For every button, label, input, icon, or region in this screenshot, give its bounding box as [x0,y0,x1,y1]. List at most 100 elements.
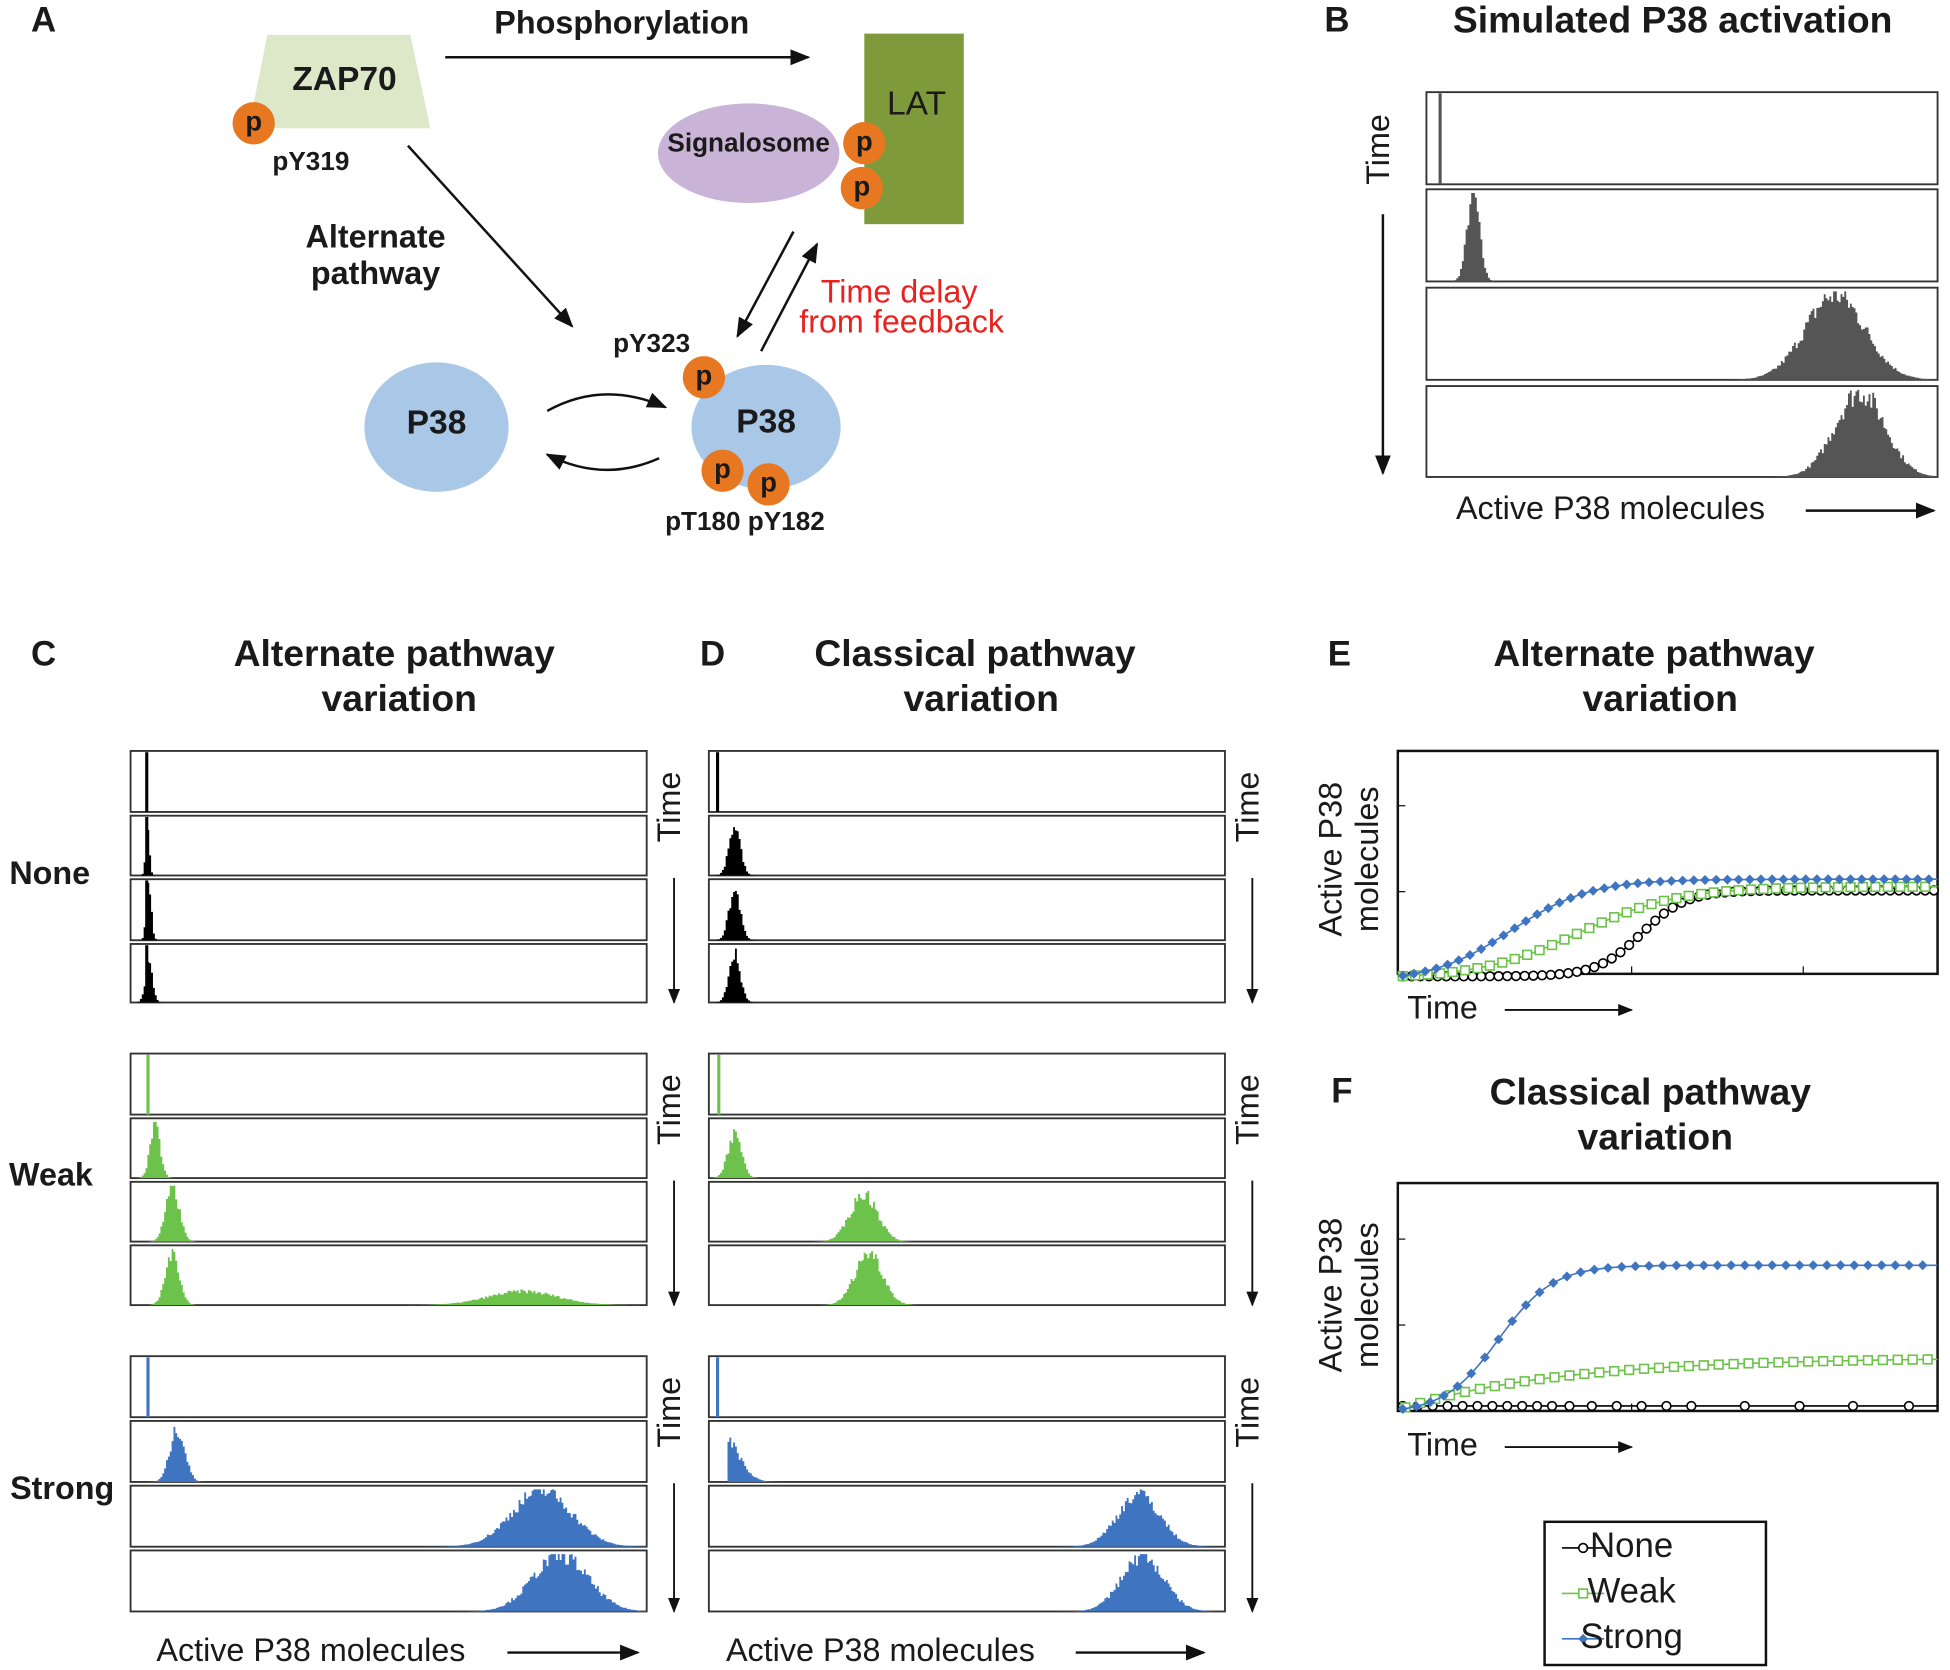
histogram-frame [707,814,1226,877]
axis-label: Time [1229,1377,1265,1448]
marker [1584,922,1595,934]
marker [1743,1358,1754,1369]
label: P38 [407,405,467,442]
marker [1509,953,1520,965]
histogram [130,1489,648,1547]
axis-label: Active P38 molecules [156,1632,465,1668]
marker [1543,903,1554,914]
marker [1531,1400,1543,1412]
marker [1907,1354,1918,1365]
marker [1442,959,1453,970]
histogram-frame [707,1419,1226,1483]
marker [1554,969,1565,980]
marker [1534,1287,1545,1298]
marker [1411,1401,1422,1412]
label: pY323 [613,328,690,358]
marker [1487,1400,1498,1412]
marker [1474,1383,1486,1395]
marker [1671,892,1682,904]
histogram-frame [707,878,1226,942]
curve [1400,1264,1938,1411]
label: Alternate [306,219,446,255]
axis-label: Time [1229,1074,1265,1145]
marker [1817,1356,1829,1367]
legend-label: None [1590,1526,1673,1565]
label: Time delay [821,273,979,309]
marker [1577,1542,1589,1554]
histogram-frame [707,1355,1226,1419]
arrow [406,144,574,328]
label: Phosphorylation [494,4,749,40]
marker [1554,897,1565,908]
marker [1636,1400,1647,1412]
marker [1611,1400,1622,1412]
marker [1545,969,1556,981]
marker [1589,1264,1600,1275]
marker [1661,1400,1672,1412]
marker [1677,875,1688,886]
zap70-shape [248,34,431,129]
marker [1536,970,1548,981]
marker [1599,883,1610,894]
histogram [708,1489,1226,1547]
marker [1534,944,1545,956]
marker [1641,923,1652,934]
marker [1808,1260,1819,1271]
marker [1633,902,1645,914]
histogram [130,1554,648,1612]
histogram-frame [129,750,648,813]
marker [1522,949,1533,960]
marker [1580,964,1591,975]
marker [1502,970,1513,982]
marker [1795,882,1806,893]
panel-title: Classical pathway [1490,1070,1812,1112]
panel-letter: C [31,634,56,673]
marker [1596,917,1607,928]
label: pY319 [272,146,349,176]
marker [1922,1354,1933,1365]
arrow [545,453,660,472]
marker [1594,1367,1605,1378]
panel-a: A Phosphorylation ZAP70 p pY319 LAT Sign… [31,1,1005,536]
marker [1862,1355,1874,1366]
marker [1770,883,1782,894]
marker [1464,950,1475,960]
histogram [130,1249,648,1306]
marker [1733,885,1744,896]
marker [1739,1400,1750,1412]
marker [1877,1354,1889,1366]
marker [1857,881,1869,893]
histogram-frame [129,1355,648,1419]
marker [1561,1271,1572,1282]
marker [1606,953,1617,964]
axis-label: Time [651,1074,687,1145]
axis-label: molecules [1349,786,1385,932]
histogram [1426,193,1938,282]
marker [1493,971,1504,982]
marker [1666,876,1677,886]
marker [1517,1400,1528,1412]
marker [1657,1260,1668,1271]
marker [1453,955,1464,966]
panel-title: Simulated P38 activation [1453,0,1892,40]
marker [1484,971,1496,982]
marker [1683,1360,1695,1372]
marker [1623,1364,1635,1376]
marker [1549,1372,1560,1383]
axis-label: Active P38 [1313,1218,1349,1373]
histogram [708,1554,1226,1612]
marker [1650,915,1661,926]
marker [1882,881,1893,893]
marker [1788,1356,1799,1368]
label: p [760,467,777,498]
marker [1644,877,1655,888]
plot-frame [1396,1181,1939,1413]
marker [1667,902,1678,913]
panel-title: variation [903,677,1058,719]
axis-label: molecules [1349,1222,1385,1368]
marker [1520,916,1531,927]
marker [1919,881,1931,892]
marker [1903,1260,1914,1271]
marker [1879,874,1890,885]
